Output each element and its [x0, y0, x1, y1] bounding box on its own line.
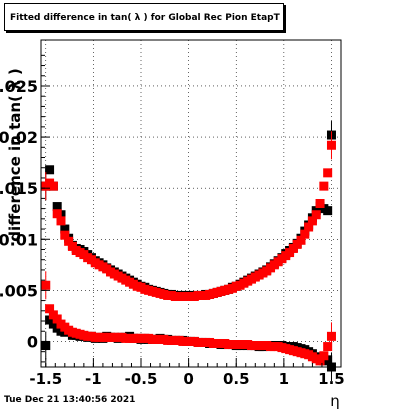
data-point	[296, 235, 306, 245]
y-tick-label: 0	[27, 332, 38, 351]
y-tick-label: 0.025	[0, 77, 38, 96]
data-point	[319, 181, 329, 191]
data-point	[311, 210, 321, 220]
plot-frame	[40, 39, 342, 368]
data-point	[45, 304, 55, 314]
y-tick-label: 0.01	[0, 230, 38, 249]
x-tick-label: -1	[85, 370, 102, 388]
data-point	[41, 341, 51, 351]
x-tick-label: 0.5	[223, 370, 250, 388]
data-point	[326, 140, 336, 150]
data-point	[323, 206, 333, 216]
data-point	[60, 230, 70, 240]
data-point	[64, 236, 74, 246]
data-point	[300, 229, 310, 239]
data-point	[315, 356, 325, 366]
x-tick-label: 0	[183, 370, 193, 388]
x-tick-label: -0.5	[125, 370, 158, 388]
y-tick-label: 0.015	[0, 179, 38, 198]
y-axis-label: difference in tan( λ )	[6, 68, 24, 241]
series-1	[41, 131, 336, 301]
data-point	[41, 280, 51, 290]
y-tick-label: 0.02	[0, 128, 38, 147]
data-point	[315, 199, 325, 208]
x-axis-label: η	[330, 392, 340, 409]
y-tick-label: 0.005	[0, 281, 38, 300]
x-tick-label: -1.5	[29, 370, 62, 388]
data-point	[48, 181, 58, 191]
gridlines	[41, 40, 341, 367]
series-0	[41, 121, 336, 300]
data-point	[45, 165, 55, 175]
data-point	[52, 209, 62, 219]
x-tick-label: 1.5	[318, 370, 345, 388]
data-point	[60, 224, 70, 234]
series-layer	[41, 121, 336, 381]
data-point	[304, 222, 314, 232]
data-point	[56, 216, 66, 226]
data-point	[323, 168, 333, 178]
data-point	[323, 342, 333, 352]
data-point	[307, 216, 317, 226]
data-point	[52, 314, 62, 324]
data-point	[52, 202, 62, 212]
timestamp: Tue Dec 21 13:40:56 2021	[4, 395, 136, 405]
data-point	[319, 351, 329, 361]
data-point	[326, 331, 336, 341]
series-3	[41, 271, 336, 366]
chart-title: Fitted difference in tan( λ ) for Global…	[4, 3, 284, 31]
x-tick-label: 1	[279, 370, 289, 388]
axis-ticks: -1.5 -1 -0.5 0 0.5 1 1.5 0 0.005 0.01 0.015 0.02 0.0…	[0, 54, 345, 388]
